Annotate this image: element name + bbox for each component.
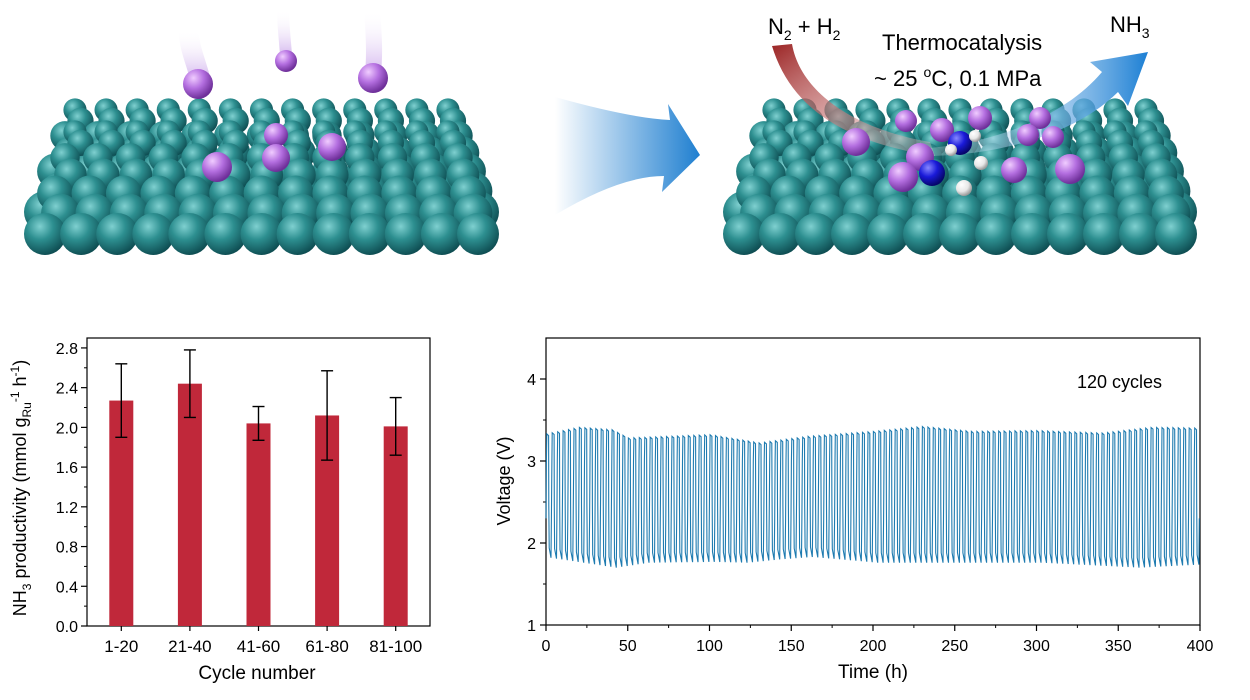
x-tick-label: 400 — [1187, 638, 1214, 655]
bar-chart-ylabel: NH3 productivity (mmol gRu-1 h-1) — [8, 360, 34, 616]
bar-chart-bars — [109, 349, 408, 626]
voltage-chart-annotation: 120 cycles — [1077, 372, 1162, 392]
support-atom — [831, 213, 873, 255]
support-atom — [204, 213, 247, 255]
support-atom — [60, 213, 103, 255]
support-atom — [1155, 213, 1197, 255]
ru-support-left — [24, 98, 499, 255]
x-tick-label: 0 — [542, 638, 551, 655]
y-tick-label: 1.6 — [56, 460, 78, 477]
bar-chart-xlabel: Cycle number — [198, 663, 316, 684]
y-tick-label: 2.0 — [56, 420, 78, 437]
support-atom — [168, 213, 211, 255]
scheme-right: N2 + H2 NH3 Thermocatalysis ~ 25 oC, 0.1… — [723, 12, 1197, 255]
x-tick-label: 1-20 — [104, 637, 138, 656]
product-label: NH3 — [1110, 12, 1150, 41]
support-atom — [1083, 213, 1125, 255]
bar-chart-axes: 0.0 0.4 0.8 1.2 1.6 2.0 2.4 2.8 1-20 21-40 41-60 61… — [56, 337, 431, 656]
support-atom — [276, 213, 319, 255]
x-tick-label: 100 — [696, 638, 723, 655]
x-tick-label: 200 — [860, 638, 887, 655]
support-atom — [348, 213, 391, 255]
support-atom — [96, 213, 139, 255]
process-label: Thermocatalysis — [882, 30, 1042, 55]
y-tick-label: 3 — [527, 454, 536, 471]
support-atom — [457, 213, 499, 255]
y-tick-label: 0.0 — [56, 619, 78, 636]
voltage-series-line — [545, 425, 1200, 568]
support-atom — [867, 213, 909, 255]
bar — [383, 426, 408, 626]
support-atom — [795, 213, 837, 255]
reactant-label: N2 + H2 — [768, 14, 841, 43]
x-tick-label: 81-100 — [369, 637, 422, 656]
x-tick-label: 21-40 — [168, 637, 211, 656]
support-atom — [1047, 213, 1089, 255]
y-tick-label: 0.4 — [56, 579, 78, 596]
y-tick-label: 0.8 — [56, 540, 78, 557]
support-atom — [939, 213, 981, 255]
x-tick-label: 50 — [619, 638, 637, 655]
ru-nanoclusters — [842, 106, 1085, 192]
x-tick-label: 300 — [1023, 638, 1050, 655]
bar — [109, 400, 134, 626]
support-atom — [132, 213, 175, 255]
adsorbed-n-h-atoms — [919, 130, 988, 196]
support-atom — [759, 213, 801, 255]
y-tick-label: 1.2 — [56, 500, 78, 517]
x-tick-label: 41-60 — [237, 637, 280, 656]
support-atom — [975, 213, 1017, 255]
y-tick-label: 1 — [527, 618, 536, 635]
x-tick-label: 350 — [1105, 638, 1132, 655]
bar — [246, 423, 271, 626]
support-atom — [903, 213, 945, 255]
voltage-chart-ylabel: Voltage (V) — [494, 436, 514, 525]
transition-arrow — [555, 97, 700, 215]
y-tick-label: 2 — [527, 536, 536, 553]
scheme-left — [24, 2, 499, 255]
support-atom — [1011, 213, 1053, 255]
support-atom — [723, 213, 765, 255]
support-atom — [240, 213, 283, 255]
support-atom — [24, 213, 66, 255]
ru-support-right — [723, 98, 1197, 255]
y-tick-label: 2.8 — [56, 341, 78, 358]
bar — [177, 383, 202, 626]
x-tick-label: 150 — [778, 638, 805, 655]
y-tick-label: 4 — [527, 372, 536, 389]
deposited-ru-atoms — [202, 123, 346, 182]
y-tick-label: 2.4 — [56, 381, 78, 398]
bar-chart: 0.0 0.4 0.8 1.2 1.6 2.0 2.4 2.8 1-20 21-40 41-60 61… — [8, 337, 431, 684]
support-atom — [384, 213, 427, 255]
support-atom — [312, 213, 355, 255]
support-atom — [1119, 213, 1161, 255]
falling-ru-clusters — [178, 2, 388, 99]
support-atom — [420, 213, 463, 255]
conditions-label: ~ 25 oC, 0.1 MPa — [874, 64, 1042, 91]
x-tick-label: 61-80 — [305, 637, 348, 656]
x-tick-label: 250 — [941, 638, 968, 655]
voltage-chart-xlabel: Time (h) — [838, 662, 908, 683]
